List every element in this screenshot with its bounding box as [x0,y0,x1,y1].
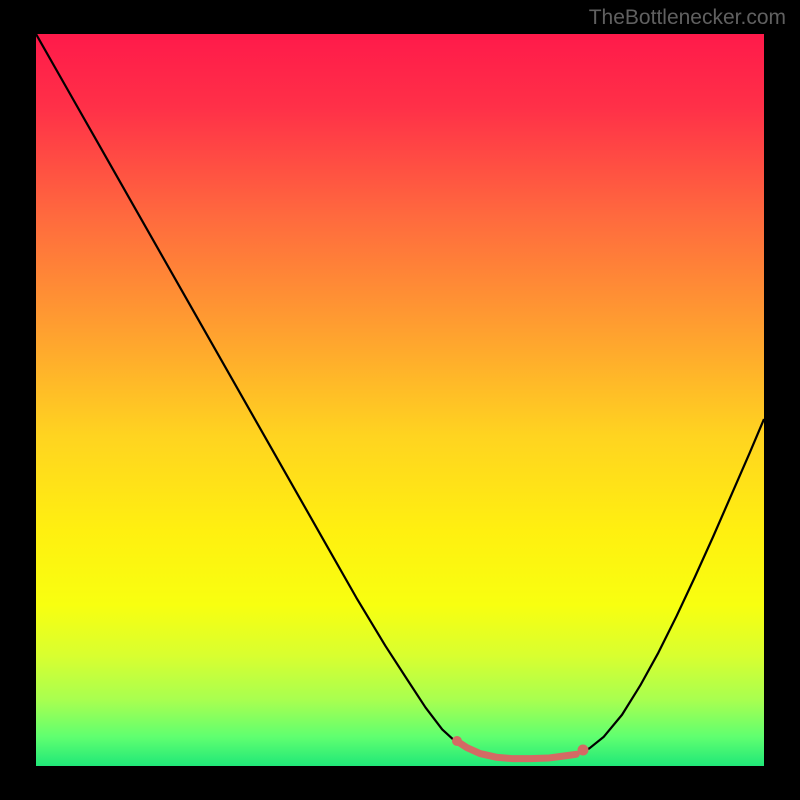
watermark-text: TheBottlenecker.com [589,6,786,30]
plot-area [36,34,764,766]
fit-dot-right [578,744,589,755]
fit-segment [457,741,576,759]
fit-dot-left [452,736,462,746]
main-curve [36,34,764,759]
curve-layer [36,34,764,766]
